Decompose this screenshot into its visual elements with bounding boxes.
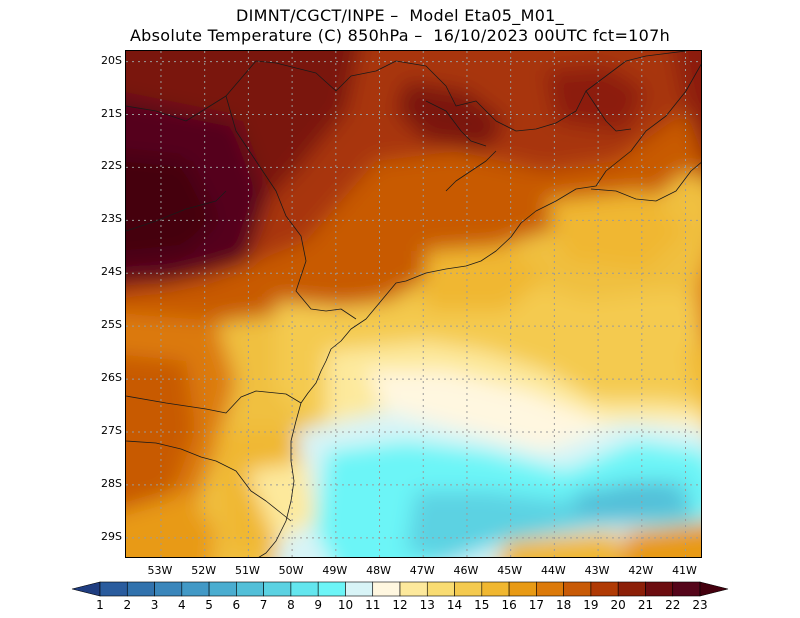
colorbar-segment [508, 581, 537, 597]
colorbar-tick-label: 10 [337, 598, 354, 612]
lon-label: 42W [628, 564, 654, 577]
colorbar-tick-label: 2 [123, 598, 132, 612]
lon-label: 48W [366, 564, 391, 577]
map-title-line-2: Absolute Temperature (C) 850hPa – 16/10/… [129, 26, 671, 45]
colorbar-tick-label: 8 [287, 598, 295, 612]
colorbar-segment [181, 581, 210, 597]
colorbar-segment [317, 581, 346, 597]
colorbar-segment [154, 581, 183, 597]
temperature-field [126, 51, 701, 557]
lat-label: 23S [101, 212, 122, 226]
colorbar-tick-label: 20 [610, 598, 626, 612]
colorbar-tick-label: 14 [446, 598, 463, 612]
colorbar-segment [345, 581, 374, 597]
colorbar-segment [536, 581, 564, 597]
colorbar-tick-label: 13 [419, 598, 435, 612]
colorbar-low-triangle [71, 581, 101, 597]
temperature-colorbar [71, 581, 729, 597]
colorbar-tick-label: 9 [314, 598, 322, 612]
lat-label: 29S [101, 529, 122, 543]
lat-label: 20S [101, 53, 122, 67]
lat-label: 25S [101, 318, 122, 332]
colorbar-segment [617, 581, 646, 597]
colorbar-segment [236, 581, 264, 597]
colorbar-tick-label: 4 [177, 598, 186, 612]
colorbar-tick-label: 1 [96, 598, 104, 612]
colorbar-segment [563, 581, 592, 597]
colorbar-high-triangle [699, 581, 729, 597]
colorbar-segment [372, 581, 401, 597]
lon-label: 45W [497, 564, 523, 577]
colorbar-tick-label: 5 [205, 598, 213, 612]
lon-label: 50W [278, 564, 304, 577]
colorbar-segment [99, 581, 128, 597]
colorbar-segment [481, 581, 510, 597]
colorbar-tick-label: 3 [150, 598, 159, 612]
colorbar-tick-label: 15 [474, 598, 490, 612]
colorbar-tick-label: 12 [392, 598, 408, 612]
colorbar-tick-label: 22 [665, 598, 681, 612]
colorbar-tick-label: 18 [555, 598, 572, 612]
lon-label: 51W [234, 564, 260, 577]
colorbar-tick-label: 17 [528, 598, 544, 612]
lon-label: 47W [409, 564, 435, 577]
lon-label: 44W [540, 564, 566, 577]
lat-label: 24S [101, 265, 122, 279]
colorbar-segment [454, 581, 483, 597]
lon-label: 46W [453, 564, 479, 577]
colorbar-tick-label: 23 [692, 598, 708, 612]
map-title-line-1: DIMNT/CGCT/INPE – Model Eta05_M01_ [236, 6, 564, 25]
lat-label: 22S [101, 159, 122, 173]
colorbar-segment [672, 581, 701, 597]
lat-label: 21S [101, 106, 122, 120]
temperature-map [125, 50, 702, 558]
lat-label: 26S [101, 371, 122, 385]
colorbar-segment [290, 581, 319, 597]
colorbar-tick-label: 7 [259, 598, 268, 612]
colorbar-tick-label: 21 [637, 598, 654, 612]
colorbar-tick-label: 19 [583, 598, 599, 612]
coastline-and-borders [126, 51, 701, 557]
lon-label: 41W [672, 564, 697, 577]
colorbar-segment [590, 581, 619, 597]
lat-label: 28S [101, 476, 122, 490]
colorbar-tick-label: 6 [232, 598, 241, 612]
lon-label: 43W [584, 564, 610, 577]
colorbar-segment [399, 581, 428, 597]
colorbar-segment [645, 581, 674, 597]
lon-label: 49W [322, 564, 348, 577]
graticule [126, 51, 701, 557]
colorbar-segment [263, 581, 292, 597]
lat-label: 27S [101, 424, 122, 437]
colorbar-segment [126, 581, 155, 597]
colorbar-tick-label: 11 [365, 598, 381, 612]
lon-label: 52W [191, 564, 217, 577]
colorbar-tick-label: 16 [501, 598, 517, 612]
lon-label: 53W [147, 564, 173, 577]
colorbar-segment [208, 581, 237, 597]
colorbar-segment [426, 581, 455, 597]
